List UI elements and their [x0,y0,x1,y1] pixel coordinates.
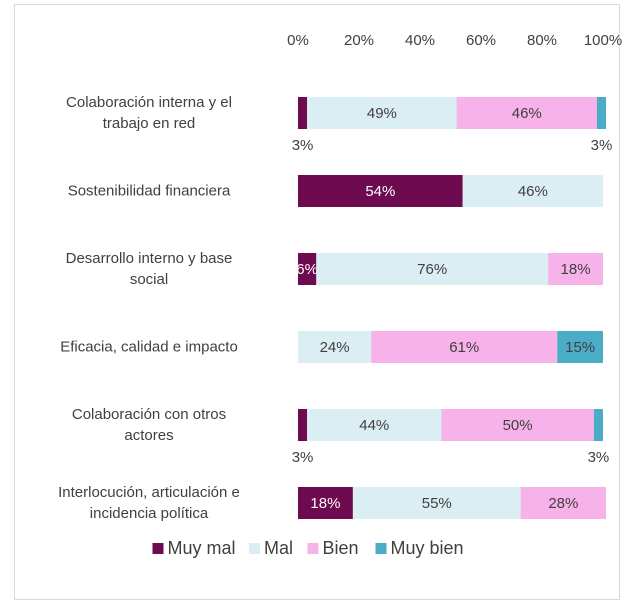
bar-segment [316,253,549,285]
legend-label: Muy mal [168,538,236,558]
data-label: 18% [310,495,340,512]
category-label: Colaboración con otros actores [71,406,227,444]
category-label: Desarrollo interno y base social [65,250,233,288]
bar-segment [298,487,353,519]
bar-segment [298,97,308,129]
bar-segment [596,97,607,129]
category-label: Sostenibilidad financiera [67,182,231,200]
data-label: 49% [367,105,397,122]
data-label: 76% [417,261,447,278]
x-tick-label: 40% [405,32,435,49]
data-label: 54% [365,183,395,200]
bar-segment [298,331,372,363]
data-label: 18% [561,261,591,278]
x-tick-label: 60% [466,32,496,49]
data-label: 3% [588,449,610,466]
bar-segment [548,253,603,285]
data-label: 3% [292,449,314,466]
bar-segment [371,331,558,363]
data-label: 28% [548,495,578,512]
data-label: 50% [503,417,533,434]
bar-segment [307,97,457,129]
data-label: 3% [292,137,314,154]
bar-segment [593,409,603,441]
data-label: 46% [518,183,548,200]
data-label: 24% [320,339,350,356]
legend-label: Bien [323,538,359,558]
data-label: 15% [565,339,595,356]
chart-frame [14,4,620,600]
bar-segment [307,409,442,441]
category-label: Interlocución, articulación e incidencia… [58,484,240,522]
bar-segment [298,175,463,207]
data-label: 6% [296,261,318,278]
data-label: 55% [422,495,452,512]
data-label: 44% [359,417,389,434]
data-label: 46% [512,105,542,122]
legend-label: Mal [264,538,293,558]
bar-segment [298,253,317,285]
bar-segment [352,487,521,519]
legend-swatch [307,543,319,554]
x-tick-label: 20% [344,32,374,49]
category-label: Colaboración interna y el trabajo en red [66,94,232,132]
bar-segment [557,331,603,363]
bar-segment [298,409,308,441]
bar-segment [462,175,603,207]
legend-swatch [152,543,164,554]
bar-segment [520,487,607,519]
data-label: 61% [449,339,479,356]
x-tick-label: 0% [287,32,309,49]
x-tick-label: 100% [584,32,622,49]
bar-segment [441,409,594,441]
bar-segment [456,97,597,129]
x-tick-label: 80% [527,32,557,49]
data-label: 3% [591,137,613,154]
category-label: Eficacia, calidad e impacto [60,338,238,356]
legend-label: Muy bien [391,538,464,558]
legend-swatch [375,543,387,554]
legend-swatch [249,543,260,554]
